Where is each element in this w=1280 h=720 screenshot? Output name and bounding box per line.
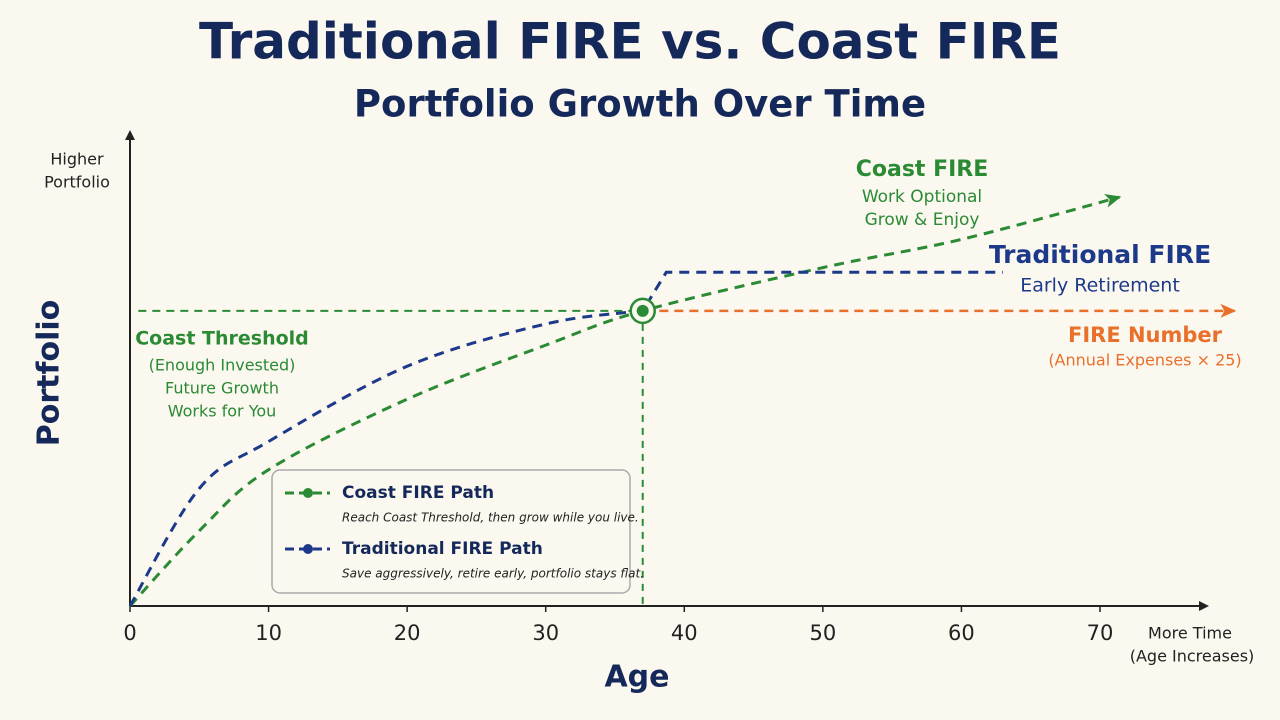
x-tick-label: 0 [123, 621, 136, 645]
y-axis-note: Higher [50, 150, 104, 169]
series-line [128, 193, 1122, 608]
annotation-title: Coast FIRE [856, 157, 989, 182]
legend-label: Traditional FIRE Path [342, 539, 543, 559]
annotation-text: (Enough Invested) [149, 356, 296, 375]
x-axis-title: Age [604, 660, 669, 695]
y-axis-title: Portfolio [32, 300, 67, 447]
legend-description: Reach Coast Threshold, then grow while y… [342, 511, 639, 525]
legend-description: Save aggressively, retire early, portfol… [342, 567, 644, 581]
series-line [128, 270, 1003, 607]
legend-swatch-dot [303, 544, 313, 554]
x-tick-label: 20 [394, 621, 421, 645]
annotation-text: (Annual Expenses × 25) [1048, 351, 1241, 370]
annotation-text: Future Growth [165, 379, 279, 398]
legend-label: Coast FIRE Path [342, 483, 494, 503]
chart-subtitle: Portfolio Growth Over Time [354, 83, 926, 126]
chart-title: Traditional FIRE vs. Coast FIRE [199, 13, 1061, 71]
crossover-dot [636, 304, 649, 317]
x-tick-label: 70 [1087, 621, 1114, 645]
y-axis-note: Portfolio [44, 173, 110, 192]
legend-swatch-dot [303, 488, 313, 498]
x-tick-label: 40 [671, 621, 698, 645]
x-axis-note: More Time [1148, 624, 1232, 643]
x-tick-label: 10 [255, 621, 282, 645]
x-tick-label: 60 [948, 621, 975, 645]
annotation-title: Traditional FIRE [989, 240, 1211, 269]
annotation-text: Works for You [168, 402, 277, 421]
annotation-text: Work Optional [862, 187, 982, 207]
annotation-title: Coast Threshold [135, 328, 309, 350]
x-tick-label: 50 [809, 621, 836, 645]
annotation-title: FIRE Number [1068, 323, 1223, 347]
annotation-text: Early Retirement [1020, 275, 1180, 297]
x-axis-note: (Age Increases) [1130, 647, 1255, 666]
legend-box [271, 469, 631, 594]
x-tick-label: 30 [532, 621, 559, 645]
annotation-text: Grow & Enjoy [865, 210, 980, 230]
